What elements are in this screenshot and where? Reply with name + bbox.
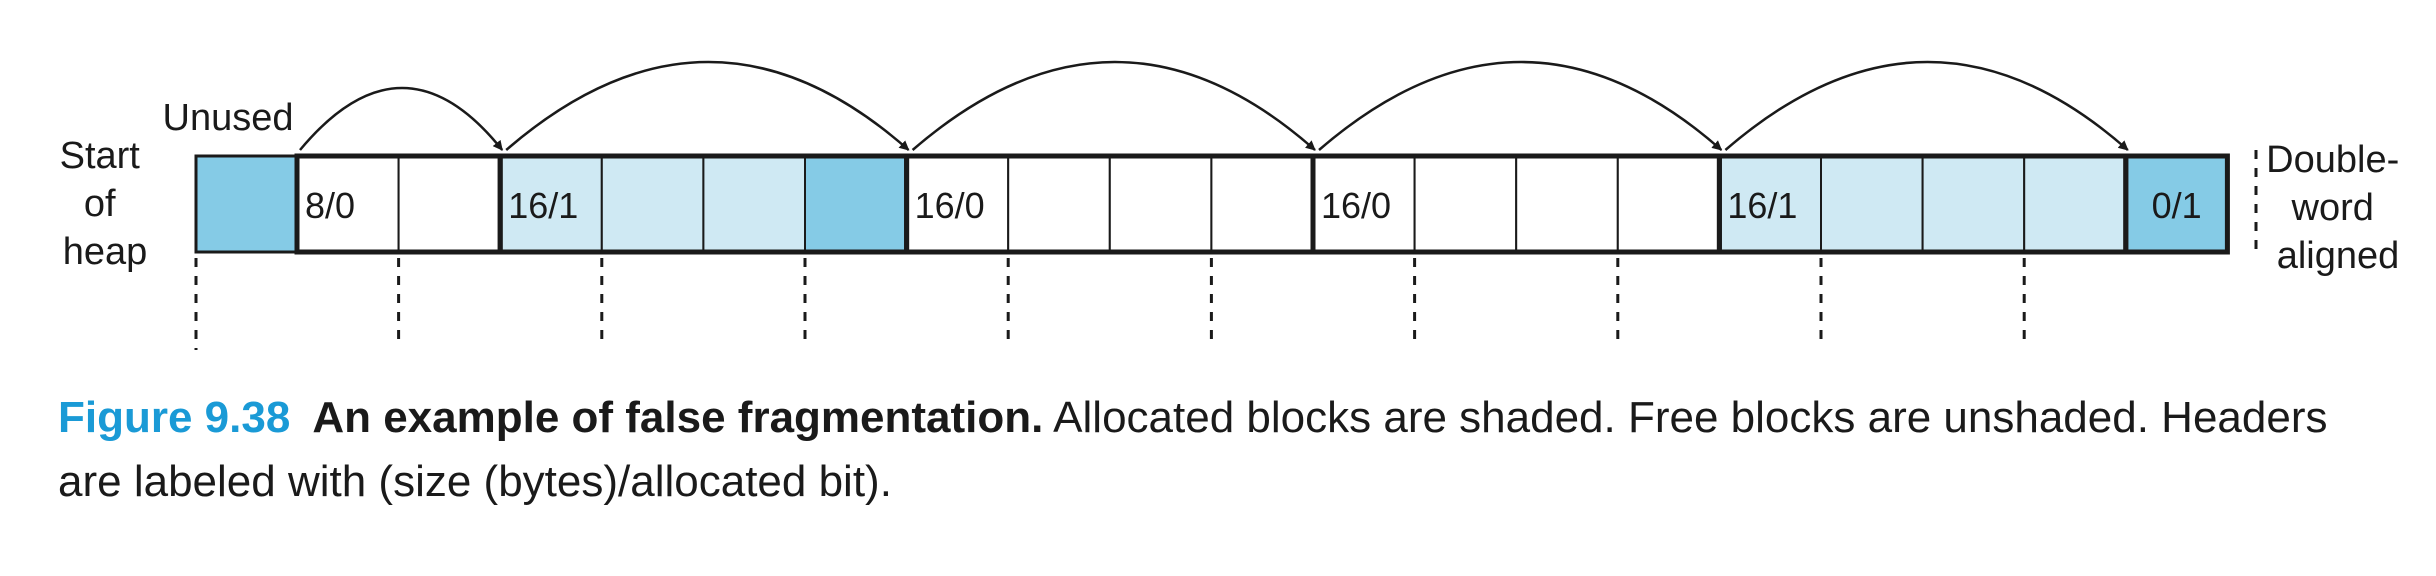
- heap-diagram: Start of heap Unused Double- word aligne…: [60, 60, 2410, 350]
- heap-word-cell: [1921, 155, 2026, 253]
- epilogue-border: [2123, 153, 2230, 255]
- start-of-heap-line-1: Start: [60, 135, 141, 177]
- heap-word-cell: [1108, 155, 1213, 253]
- double-word-aligned-label: Double- word aligned: [2266, 139, 2410, 277]
- header-label: 16/0: [1321, 185, 1391, 226]
- start-of-heap-line-3: heap: [63, 231, 148, 273]
- heap-word-cell: [1515, 155, 1619, 253]
- figure-caption-body: Allocated blocks are shaded. Free blocks…: [58, 393, 2328, 506]
- next-block-arrow: [1724, 60, 2129, 151]
- next-block-arrow: [911, 60, 1316, 151]
- double-word-aligned-line-2: word: [2291, 187, 2374, 229]
- heap-words: 8/0 16/1 16/0 16/0 16/1 0/1: [296, 155, 2229, 253]
- block-borders: [294, 153, 2230, 255]
- figure-number: Figure 9.38: [58, 393, 291, 442]
- figure-caption: Figure 9.38 An example of false fragmenta…: [58, 386, 2398, 514]
- unused-padding-word: [194, 154, 299, 254]
- header-label: 16/0: [915, 185, 985, 226]
- heap-word-cell: [1413, 155, 1518, 253]
- heap-word-cell: [397, 155, 502, 253]
- header-label: 16/1: [508, 185, 578, 226]
- heap-word-cell: [1820, 155, 1924, 253]
- heap-word-cell: [499, 155, 603, 253]
- heap-word-cell: [600, 155, 705, 253]
- next-block-arrow: [505, 60, 910, 151]
- double-word-aligned-line-1: Double-: [2266, 139, 2399, 181]
- header-label: 8/0: [305, 185, 355, 226]
- heap-word-cell: [804, 155, 908, 253]
- heap-word-cell: [1007, 155, 1111, 253]
- figure-title: An example of false fragmentation.: [312, 393, 1044, 442]
- double-word-aligned-line-3: aligned: [2277, 235, 2400, 277]
- block-link-arrows: [299, 60, 2129, 151]
- heap-word-cell: [1210, 155, 1315, 253]
- start-of-heap-label: Start of heap: [60, 135, 151, 273]
- heap-word-cell: [1616, 155, 1721, 253]
- alignment-dashes: [397, 258, 2026, 346]
- header-label: 16/1: [1727, 185, 1797, 226]
- heap-word-cell: [702, 155, 807, 253]
- unused-label: Unused: [163, 97, 294, 139]
- next-block-arrow: [299, 86, 504, 151]
- heap-word-cell: [2023, 155, 2127, 253]
- next-block-arrow: [1318, 60, 1723, 151]
- start-of-heap-line-2: of: [84, 183, 116, 225]
- epilogue-header-label: 0/1: [2152, 185, 2202, 226]
